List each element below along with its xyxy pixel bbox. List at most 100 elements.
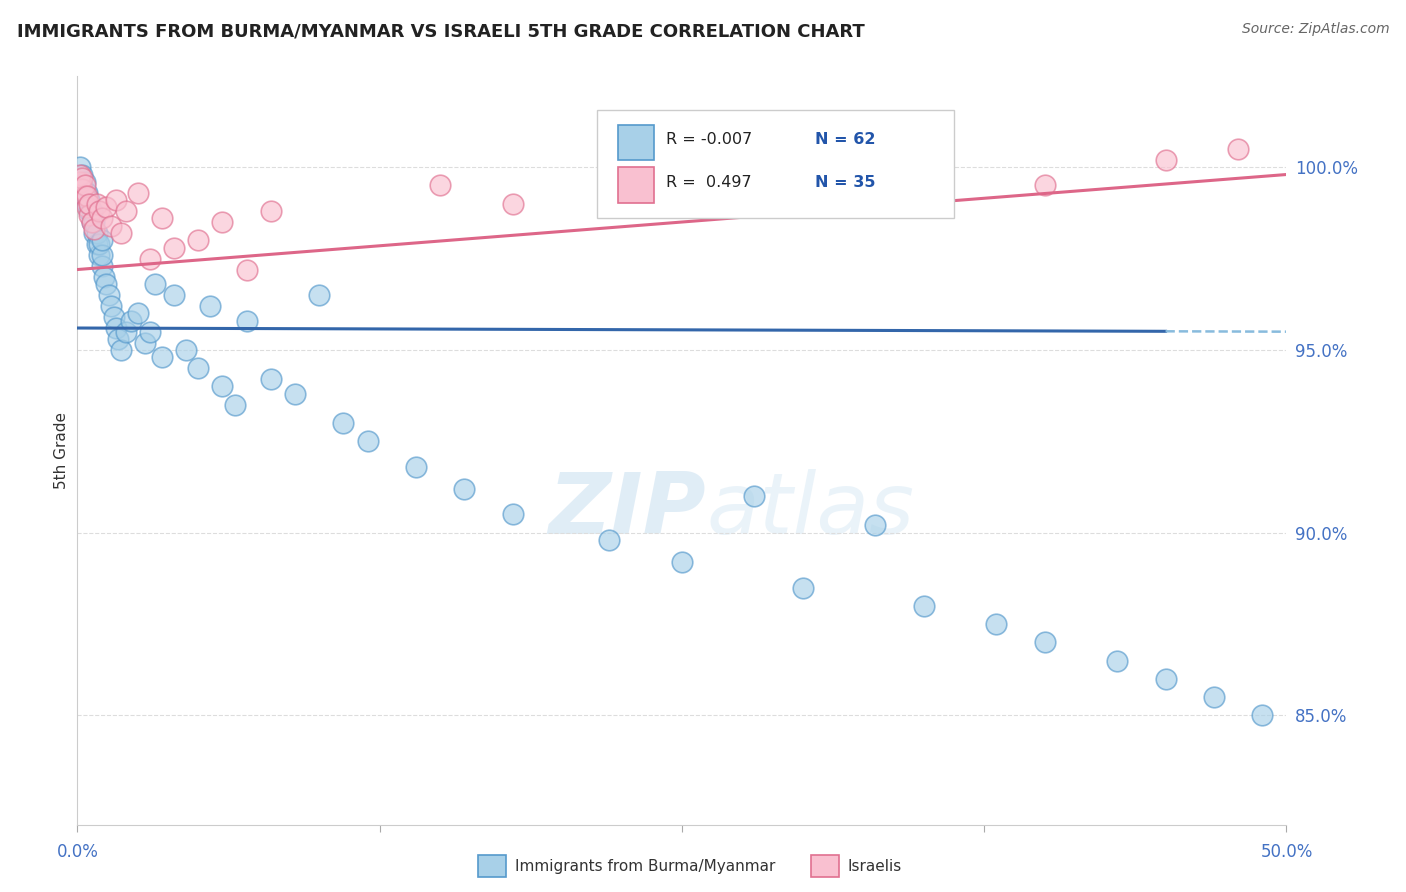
Text: atlas: atlas: [706, 469, 914, 552]
Text: 50.0%: 50.0%: [1260, 843, 1313, 862]
Point: [1107, 654, 1129, 668]
Point: [70, 168, 93, 182]
Point: [79, 208, 101, 222]
Point: [211, 379, 233, 393]
Point: [260, 204, 283, 219]
Point: [1154, 153, 1177, 167]
Point: [105, 321, 128, 335]
Point: [69, 175, 91, 189]
Point: [114, 325, 136, 339]
Point: [79, 204, 101, 219]
Point: [86, 196, 108, 211]
Point: [79, 196, 101, 211]
Point: [93, 269, 115, 284]
Point: [80, 215, 103, 229]
Point: [70, 182, 93, 196]
Point: [235, 262, 257, 277]
Point: [598, 533, 620, 547]
Point: [235, 314, 257, 328]
Point: [107, 332, 129, 346]
Point: [73, 189, 96, 203]
Point: [76, 186, 98, 200]
Point: [1202, 690, 1225, 705]
Point: [150, 351, 173, 365]
Point: [76, 196, 98, 211]
Point: [139, 325, 162, 339]
Point: [865, 518, 887, 533]
Point: [80, 204, 103, 219]
Point: [139, 252, 162, 266]
Point: [76, 189, 98, 203]
Point: [429, 178, 451, 193]
Point: [96, 277, 118, 292]
Point: [70, 171, 93, 186]
Point: [90, 211, 112, 226]
Point: [308, 288, 330, 302]
Point: [174, 343, 197, 357]
Point: [912, 160, 935, 174]
Point: [453, 482, 475, 496]
Point: [986, 617, 1008, 632]
FancyBboxPatch shape: [617, 125, 654, 161]
Point: [69, 160, 91, 174]
Point: [103, 310, 125, 324]
Point: [1033, 635, 1056, 649]
Point: [150, 211, 173, 226]
Point: [127, 306, 149, 320]
Text: Source: ZipAtlas.com: Source: ZipAtlas.com: [1241, 22, 1389, 37]
Point: [260, 372, 283, 386]
Point: [86, 236, 108, 251]
Point: [120, 314, 142, 328]
Text: R = -0.007: R = -0.007: [666, 132, 752, 147]
Text: IMMIGRANTS FROM BURMA/MYANMAR VS ISRAELI 5TH GRADE CORRELATION CHART: IMMIGRANTS FROM BURMA/MYANMAR VS ISRAELI…: [17, 22, 865, 40]
Point: [200, 299, 222, 313]
Point: [134, 335, 156, 350]
Point: [792, 581, 814, 595]
Point: [110, 226, 132, 240]
FancyBboxPatch shape: [598, 110, 955, 219]
Point: [163, 241, 186, 255]
Point: [73, 189, 96, 203]
Point: [90, 233, 112, 247]
Point: [69, 168, 91, 182]
Point: [356, 434, 378, 449]
Point: [86, 226, 108, 240]
Point: [87, 204, 110, 219]
Point: [87, 248, 110, 262]
Point: [211, 215, 233, 229]
Point: [671, 168, 693, 182]
Text: 0.0%: 0.0%: [56, 843, 98, 862]
Point: [163, 288, 186, 302]
Text: N = 62: N = 62: [815, 132, 876, 147]
Text: R =  0.497: R = 0.497: [666, 176, 752, 191]
Point: [114, 204, 136, 219]
Point: [90, 259, 112, 273]
Point: [97, 288, 120, 302]
Point: [1154, 672, 1177, 686]
Point: [1227, 142, 1250, 156]
Text: Israelis: Israelis: [848, 859, 903, 873]
Text: N = 35: N = 35: [815, 176, 876, 191]
Point: [83, 215, 105, 229]
Point: [105, 193, 128, 207]
Point: [100, 299, 122, 313]
Point: [70, 178, 93, 193]
Point: [187, 233, 209, 247]
Point: [1033, 178, 1056, 193]
Point: [744, 489, 766, 503]
Text: ZIP: ZIP: [548, 469, 706, 552]
Point: [87, 236, 110, 251]
Point: [96, 201, 118, 215]
Point: [90, 248, 112, 262]
Point: [187, 361, 209, 376]
Point: [1251, 708, 1274, 723]
Point: [405, 459, 427, 474]
Point: [332, 416, 354, 430]
Point: [224, 398, 246, 412]
Point: [912, 599, 935, 613]
Point: [502, 508, 524, 522]
Point: [127, 186, 149, 200]
FancyBboxPatch shape: [617, 167, 654, 203]
Point: [80, 215, 103, 229]
Point: [110, 343, 132, 357]
